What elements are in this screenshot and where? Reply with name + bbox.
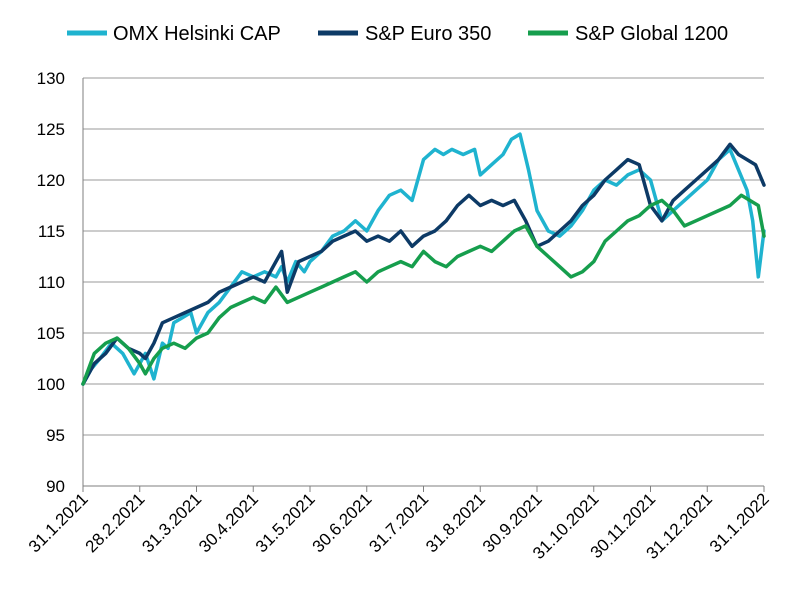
y-tick-label: 110 (38, 273, 65, 292)
legend-item-sp-euro-350: S&P Euro 350 (318, 23, 491, 45)
y-tick-label: 90 (46, 477, 65, 496)
legend: OMX Helsinki CAP S&P Euro 350 S&P Global… (67, 23, 728, 45)
legend-item-omx-helsinki-cap: OMX Helsinki CAP (67, 23, 281, 45)
y-tick-label: 120 (37, 171, 65, 190)
legend-label-sp-euro-350: S&P Euro 350 (365, 23, 491, 45)
legend-label-omx-helsinki-cap: OMX Helsinki CAP (113, 23, 281, 45)
x-tick-label: 31.8.2021 (422, 489, 489, 556)
y-tick-label: 100 (37, 375, 65, 394)
y-tick-labels: 90 95 100 105 110 115 120 125 130 (37, 69, 65, 496)
series-line-omx-helsinki-cap (81, 132, 766, 386)
x-tick-label: 31.7.2021 (365, 489, 432, 556)
y-tick-label: 115 (38, 222, 65, 241)
series-line-sp-global-1200 (81, 193, 766, 386)
y-tick-label: 105 (37, 324, 65, 343)
y-tick-label: 130 (37, 69, 65, 88)
legend-label-sp-global-1200: S&P Global 1200 (575, 23, 728, 45)
legend-item-sp-global-1200: S&P Global 1200 (528, 23, 728, 45)
y-tick-label: 125 (37, 120, 65, 139)
grid-lines (83, 77, 764, 487)
x-tick-label: 31.3.2021 (138, 489, 205, 556)
series-lines (81, 132, 766, 386)
x-tick-label: 28.2.2021 (82, 489, 149, 556)
x-tick-label: 31.5.2021 (252, 489, 319, 556)
x-tick-label: 30.4.2021 (195, 489, 262, 556)
x-tick-labels: 31.1.202128.2.202131.3.202130.4.202131.5… (25, 486, 773, 563)
x-tick-label: 31.1.2021 (25, 489, 92, 556)
y-tick-label: 95 (46, 426, 65, 445)
series-line-sp-euro-350 (81, 142, 766, 386)
x-tick-label: 30.6.2021 (309, 489, 376, 556)
x-tick-label: 31.1.2022 (706, 489, 773, 556)
